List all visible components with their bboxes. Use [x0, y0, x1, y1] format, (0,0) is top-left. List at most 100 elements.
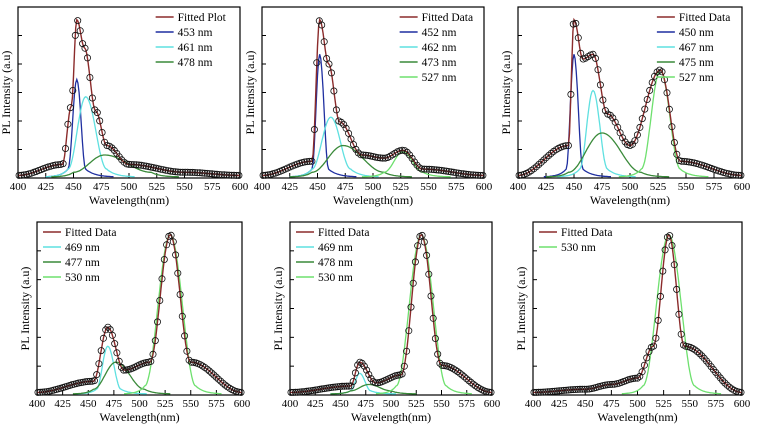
- data-marker: [436, 359, 444, 367]
- data-marker: [303, 158, 311, 166]
- data-marker: [427, 292, 435, 300]
- data-marker: [599, 96, 607, 104]
- series-line-2: [289, 116, 379, 178]
- data-marker: [578, 385, 586, 393]
- data-marker: [75, 379, 83, 387]
- data-marker: [450, 168, 458, 176]
- data-marker: [208, 170, 216, 178]
- data-marker: [93, 371, 101, 379]
- data-marker: [544, 388, 552, 396]
- x-tick-label: 550: [678, 181, 695, 193]
- data-marker: [208, 369, 216, 377]
- data-marker: [683, 158, 691, 166]
- data-marker: [654, 316, 662, 324]
- data-marker: [69, 87, 77, 95]
- data-marker: [340, 382, 348, 390]
- data-marker: [540, 156, 548, 164]
- data-marker: [657, 292, 665, 300]
- data-marker: [149, 164, 157, 172]
- data-marker: [84, 377, 92, 385]
- y-axis-label: PL Intensity (a.u): [271, 267, 285, 351]
- data-marker: [698, 352, 706, 360]
- data-marker: [411, 258, 419, 266]
- series-line-1: [621, 234, 722, 395]
- data-marker: [732, 171, 740, 179]
- x-tick-label: 450: [309, 181, 326, 193]
- data-marker: [163, 241, 171, 249]
- data-marker: [425, 165, 433, 173]
- data-marker: [371, 153, 379, 161]
- data-marker: [629, 375, 637, 383]
- data-marker: [291, 388, 299, 396]
- data-marker: [668, 241, 676, 249]
- data-marker: [93, 109, 101, 117]
- data-marker: [187, 358, 195, 366]
- data-marker: [90, 377, 98, 385]
- data-marker: [144, 163, 152, 171]
- y-axis-label: PL Intensity (a.u): [18, 267, 32, 351]
- data-marker: [608, 380, 616, 388]
- x-tick-label: 450: [332, 398, 349, 410]
- data-marker: [545, 151, 553, 159]
- data-marker: [218, 171, 226, 179]
- x-tick-label: 550: [433, 398, 450, 410]
- series-line-3: [51, 154, 179, 178]
- x-tick-label: 575: [204, 181, 221, 193]
- data-marker: [464, 170, 472, 178]
- data-marker: [310, 126, 318, 134]
- data-marker: [569, 386, 577, 394]
- data-marker: [574, 385, 582, 393]
- data-marker: [149, 350, 157, 358]
- data-marker: [577, 49, 585, 57]
- data-marker: [379, 154, 387, 162]
- data-marker: [95, 360, 103, 368]
- data-marker: [43, 388, 51, 396]
- data-marker: [458, 371, 466, 379]
- data-marker: [181, 168, 189, 176]
- chart-panel-1: 400 425 450 475 500 525 550 575 600 Wavelength(nm…: [0, 6, 249, 207]
- data-marker: [407, 303, 415, 311]
- data-marker: [88, 94, 96, 102]
- data-marker: [418, 165, 426, 173]
- data-marker: [730, 171, 738, 179]
- legend-label: 473 nm: [422, 57, 457, 69]
- data-marker: [643, 354, 651, 362]
- data-marker: [487, 388, 495, 396]
- data-marker: [682, 342, 690, 350]
- data-marker: [59, 160, 67, 168]
- data-marker: [659, 267, 667, 275]
- y-axis-label: PL Intensity (a.u): [0, 51, 13, 135]
- data-marker: [181, 332, 189, 340]
- data-marker: [434, 350, 442, 358]
- data-marker: [564, 141, 572, 149]
- data-marker: [183, 347, 191, 355]
- x-tick-label: 600: [232, 181, 249, 193]
- data-marker: [611, 380, 619, 388]
- x-tick-label: 425: [538, 181, 555, 193]
- legend-label: 450 nm: [679, 27, 714, 39]
- x-tick-label: 475: [594, 181, 611, 193]
- data-marker: [606, 380, 614, 388]
- data-marker: [232, 171, 240, 179]
- x-tick-label: 450: [577, 398, 594, 410]
- data-marker: [457, 169, 465, 177]
- data-marker: [454, 368, 462, 376]
- data-marker: [214, 375, 222, 383]
- x-tick-label: 400: [510, 181, 527, 193]
- data-marker: [418, 231, 426, 239]
- data-marker: [102, 326, 110, 334]
- data-marker: [693, 348, 701, 356]
- data-marker: [638, 368, 646, 376]
- data-marker: [301, 158, 309, 166]
- data-marker: [364, 151, 372, 159]
- legend-label: 475 nm: [679, 57, 714, 69]
- data-marker: [560, 142, 568, 150]
- data-marker: [572, 19, 580, 27]
- data-marker: [296, 388, 304, 396]
- data-marker: [542, 154, 550, 162]
- data-marker: [656, 66, 664, 74]
- data-marker: [737, 171, 745, 179]
- data-marker: [171, 168, 179, 176]
- legend-label: 461 nm: [178, 42, 213, 54]
- series-line-3: [546, 132, 670, 178]
